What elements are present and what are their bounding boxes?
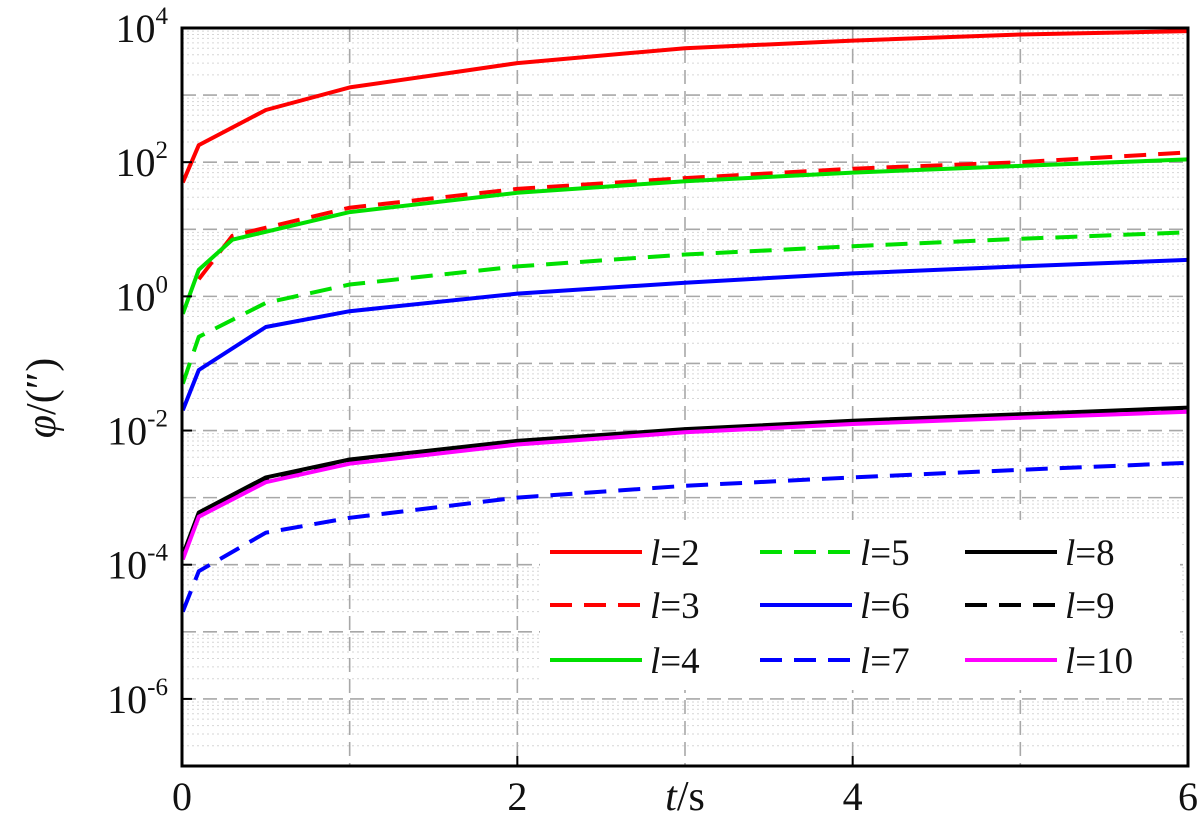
x-tick-label: 4 [843, 774, 863, 819]
legend-label: l=6 [860, 586, 910, 627]
legend-label: l=7 [860, 641, 910, 682]
series-line-5 [180, 257, 1189, 412]
legend: l=2 l=3 l=4 l=5 l=6 l=7 l=8 l=9 l=10 [540, 520, 1180, 690]
y-tick-label: 100 [116, 271, 169, 319]
plot-frame [180, 26, 1190, 768]
series-line-8 [180, 406, 1189, 557]
x-axis-title: t/s [665, 774, 705, 820]
series-line-3 [180, 157, 1189, 315]
series-layer [180, 29, 1189, 613]
legend-label: l=9 [1065, 586, 1115, 627]
legend-label: l=3 [650, 586, 700, 627]
y-tick-label: 102 [116, 137, 169, 185]
series-line-9 [180, 409, 1189, 561]
legend-box [540, 520, 1180, 690]
legend-label: l=2 [650, 533, 700, 574]
y-axis-title: φ/(″) [19, 358, 65, 438]
legend-label: l=4 [650, 641, 700, 682]
series-line-4 [180, 230, 1189, 385]
y-tick-label: 104 [116, 3, 169, 51]
series-line-2 [197, 150, 1189, 281]
x-tick-label: 2 [507, 774, 527, 819]
y-tick-label: 10-2 [107, 406, 168, 454]
series-line-1 [180, 29, 1189, 184]
y-tick-label: 10-6 [107, 674, 168, 722]
legend-label: l=8 [1065, 533, 1115, 574]
x-tick-label: 6 [1178, 774, 1198, 819]
legend-label: l=10 [1065, 641, 1133, 682]
y-tick-label: 10-4 [107, 540, 168, 588]
x-tick-label: 0 [172, 774, 192, 819]
series-line-6 [180, 460, 1189, 613]
legend-label: l=5 [860, 533, 910, 574]
ticks: 0 2 4 6 104 102 100 10-2 10-4 10-6 [107, 3, 1198, 819]
